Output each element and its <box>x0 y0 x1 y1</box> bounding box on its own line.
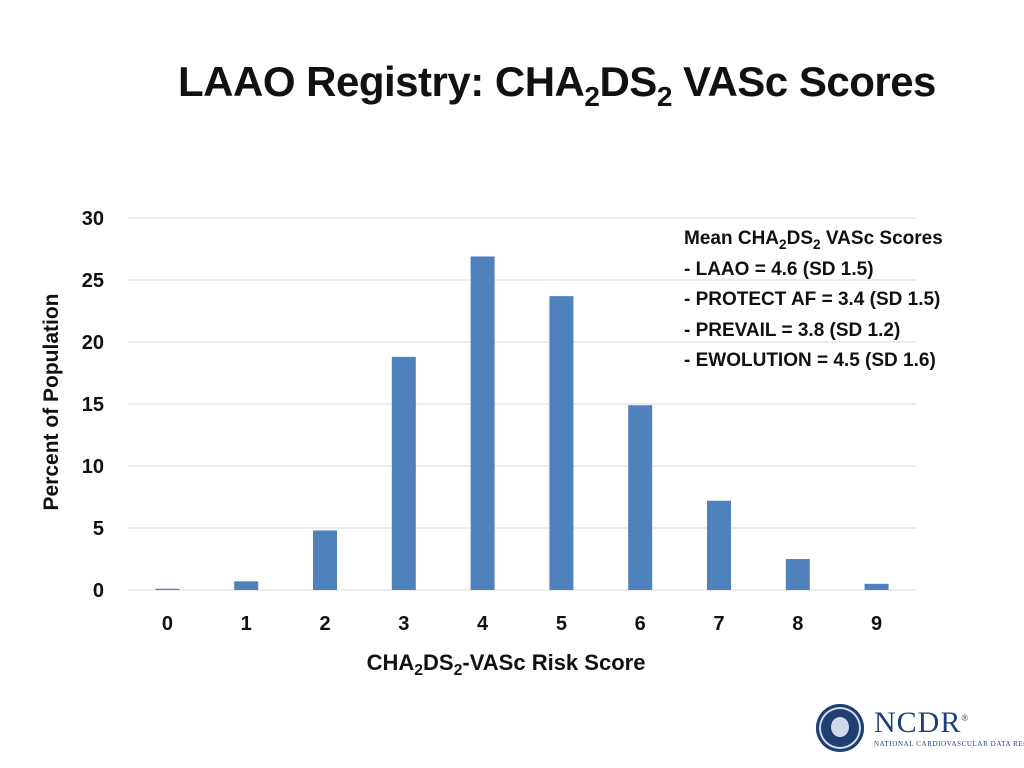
bar <box>707 500 731 590</box>
x-tick-label: 4 <box>477 613 489 635</box>
x-tick-label: 2 <box>319 613 330 635</box>
y-tick-label: 20 <box>82 332 104 354</box>
x-tick-label: 8 <box>792 613 803 635</box>
annotation-line-prevail: - PREVAIL = 3.8 (SD 1.2) <box>684 319 901 341</box>
bar <box>234 581 259 590</box>
x-tick-label: 5 <box>556 613 567 635</box>
page-title: LAAO Registry: CHA2DS2 VASc Scores <box>178 58 936 112</box>
annotation-line-protect-af: - PROTECT AF = 3.4 (SD 1.5) <box>684 289 941 310</box>
bar <box>155 588 180 590</box>
y-tick-label: 15 <box>82 394 104 416</box>
bar <box>391 356 416 590</box>
ncdr-subtitle: NATIONAL CARDIOVASCULAR DATA REGISTRY <box>874 740 1024 748</box>
bar <box>470 256 495 590</box>
acc-seal-icon <box>816 704 864 752</box>
y-tick-label: 30 <box>82 208 104 230</box>
annotation-line-laao: - LAAO = 4.6 (SD 1.5) <box>684 258 874 280</box>
x-tick-label: 3 <box>398 613 409 635</box>
bar <box>549 296 574 590</box>
annotation-line-ewolution: - EWOLUTION = 4.5 (SD 1.6) <box>684 350 936 371</box>
y-tick-label: 0 <box>93 580 104 602</box>
y-tick-label: 25 <box>82 270 104 292</box>
x-axis-label: CHA2DS2-VASc Risk Score <box>366 650 646 679</box>
y-tick-label: 10 <box>82 456 104 478</box>
annotation-heading: Mean CHA2DS2 VASc Scores <box>684 228 943 252</box>
y-axis-label: Percent of Population <box>40 293 63 511</box>
x-tick-label: 1 <box>241 613 252 635</box>
y-tick-label: 5 <box>93 518 104 540</box>
mean-scores-annotation: Mean CHA2DS2 VASc Scores - LAAO = 4.6 (S… <box>684 224 943 377</box>
bar <box>313 530 337 590</box>
x-tick-label: 0 <box>162 613 173 635</box>
bar <box>628 405 653 590</box>
ncdr-logo: NCDR® NATIONAL CARDIOVASCULAR DATA REGIS… <box>816 704 1024 756</box>
x-tick-label: 7 <box>713 613 724 635</box>
bar <box>785 559 810 590</box>
bar <box>864 583 889 590</box>
x-tick-label: 6 <box>635 613 646 635</box>
ncdr-wordmark: NCDR® <box>874 706 970 739</box>
x-tick-label: 9 <box>871 613 882 635</box>
